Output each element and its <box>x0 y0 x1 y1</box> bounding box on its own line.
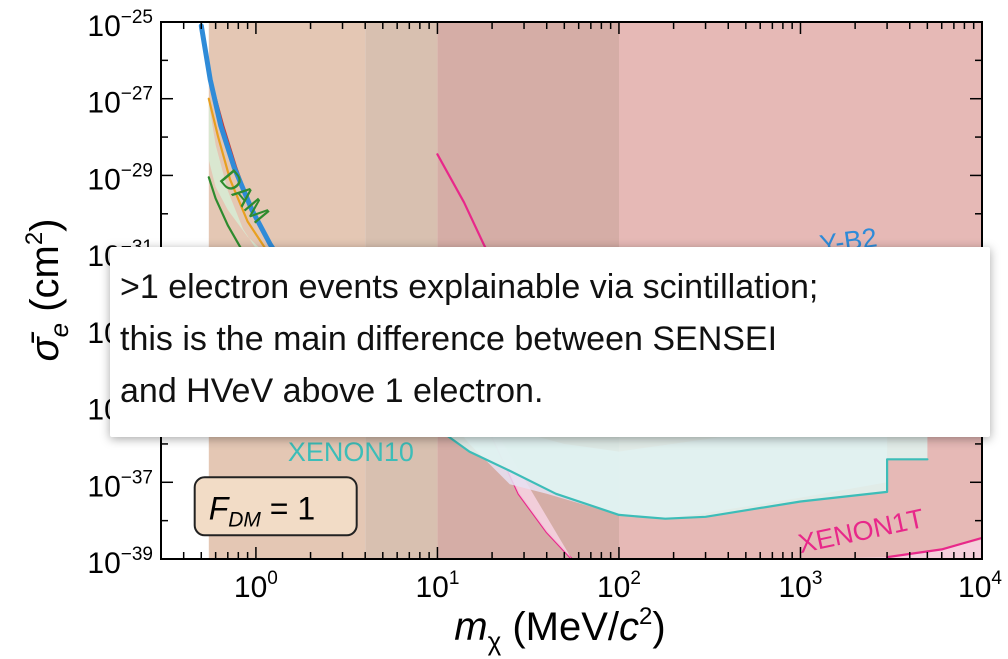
caption-line-2: this is the main difference between SENS… <box>120 320 778 358</box>
fdm-label: FDM = 1 <box>209 490 315 531</box>
y-tick-label: 10−27 <box>87 84 153 120</box>
x-tick-label: 101 <box>415 568 459 604</box>
y-tick-label: 10−25 <box>87 7 153 43</box>
curve-label-1: XENON10 <box>288 437 414 467</box>
x-tick-label: 104 <box>958 568 1002 604</box>
fdm-annotation: FDM = 1 <box>193 476 358 537</box>
caption-line-1: >1 electron events explainable via scint… <box>120 268 819 306</box>
caption-line-3: and HVeV above 1 electron. <box>120 372 544 410</box>
x-axis-title: mχ (MeV/c2) <box>454 603 665 656</box>
caption-overlay: >1 electron events explainable via scint… <box>110 247 990 437</box>
fill-area-0 <box>208 102 293 279</box>
y-tick-label: 10−39 <box>87 544 153 580</box>
x-tick-label: 100 <box>234 568 278 604</box>
x-tick-labels: 100 101 102 103 104 <box>234 568 1002 604</box>
y-tick-label: 10−29 <box>87 160 153 196</box>
limit-line-9 <box>885 536 982 559</box>
limit-line-3 <box>198 23 293 278</box>
x-tick-label: 103 <box>779 568 823 604</box>
x-tick-label: 102 <box>597 568 641 604</box>
fdm-box-frame <box>193 476 358 537</box>
y-tick-label: 10−37 <box>87 467 153 503</box>
y-axis-title: σ̄e (cm2) <box>21 218 74 361</box>
